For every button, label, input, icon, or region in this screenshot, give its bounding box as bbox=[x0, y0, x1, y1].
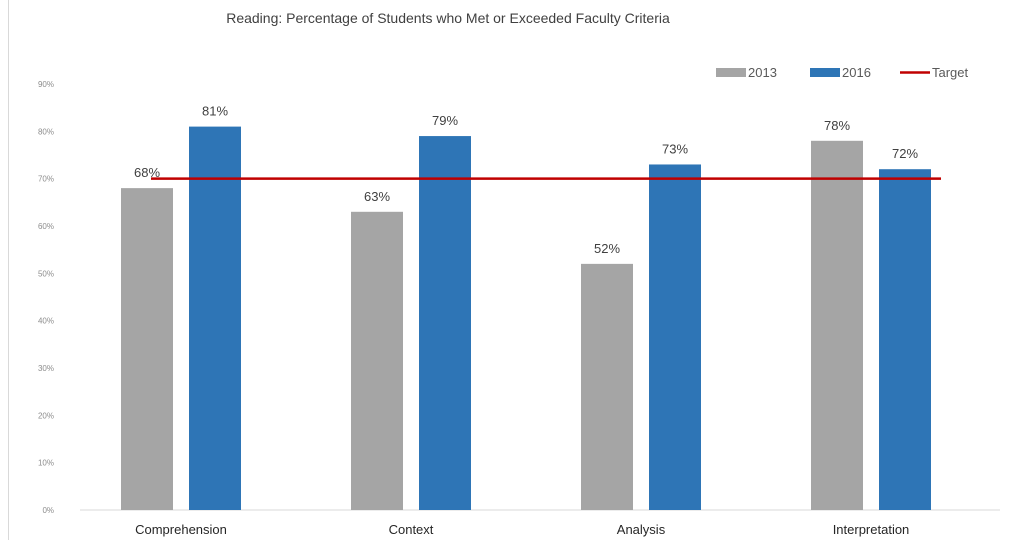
x-axis: Comprehension Context Analysis Interpretati… bbox=[135, 522, 909, 537]
data-label-2016-context: 79% bbox=[432, 113, 458, 128]
y-tick-label: 30% bbox=[38, 364, 54, 373]
data-label-2013-analysis: 52% bbox=[594, 241, 620, 256]
legend-label-2016: 2016 bbox=[842, 65, 871, 80]
y-tick-label: 80% bbox=[38, 127, 54, 136]
category-label: Context bbox=[389, 522, 434, 537]
bar-2016-context bbox=[419, 136, 471, 511]
chart-frame bbox=[8, 0, 1014, 540]
category-label: Comprehension bbox=[135, 522, 227, 537]
chart-title: Reading: Percentage of Students who Met … bbox=[226, 10, 670, 26]
data-label-2016-comprehension: 81% bbox=[202, 104, 228, 119]
bar-2013-comprehension bbox=[121, 188, 173, 510]
y-tick-label: 60% bbox=[38, 222, 54, 231]
data-label-2013-interpretation: 78% bbox=[824, 118, 850, 133]
data-label-2013-comprehension: 68% bbox=[134, 165, 160, 180]
y-tick-label: 40% bbox=[38, 317, 54, 326]
category-label: Analysis bbox=[617, 522, 666, 537]
y-tick-label: 10% bbox=[38, 459, 54, 468]
bar-2013-context bbox=[351, 211, 403, 511]
legend-swatch-2016 bbox=[810, 68, 840, 77]
legend-label-target: Target bbox=[932, 65, 969, 80]
bar-2016-comprehension bbox=[189, 126, 241, 510]
data-label-2016-analysis: 73% bbox=[662, 141, 688, 156]
data-label-2013-context: 63% bbox=[364, 189, 390, 204]
y-tick-label: 70% bbox=[38, 175, 54, 184]
bars-group: 68% 81% 63% 79% 52% 73% 78% 72% bbox=[121, 104, 931, 511]
bar-2016-interpretation bbox=[879, 169, 931, 510]
bar-2013-analysis bbox=[581, 263, 633, 510]
y-tick-label: 90% bbox=[38, 80, 54, 89]
y-tick-label: 50% bbox=[38, 269, 54, 278]
y-tick-label: 0% bbox=[42, 506, 54, 515]
bar-2016-analysis bbox=[649, 164, 701, 510]
category-label: Interpretation bbox=[833, 522, 910, 537]
data-label-2016-interpretation: 72% bbox=[892, 146, 918, 161]
bar-2013-interpretation bbox=[811, 140, 863, 511]
legend-label-2013: 2013 bbox=[748, 65, 777, 80]
legend-swatch-2013 bbox=[716, 68, 746, 77]
legend: 2013 2016 Target bbox=[716, 65, 969, 80]
y-tick-label: 20% bbox=[38, 411, 54, 420]
